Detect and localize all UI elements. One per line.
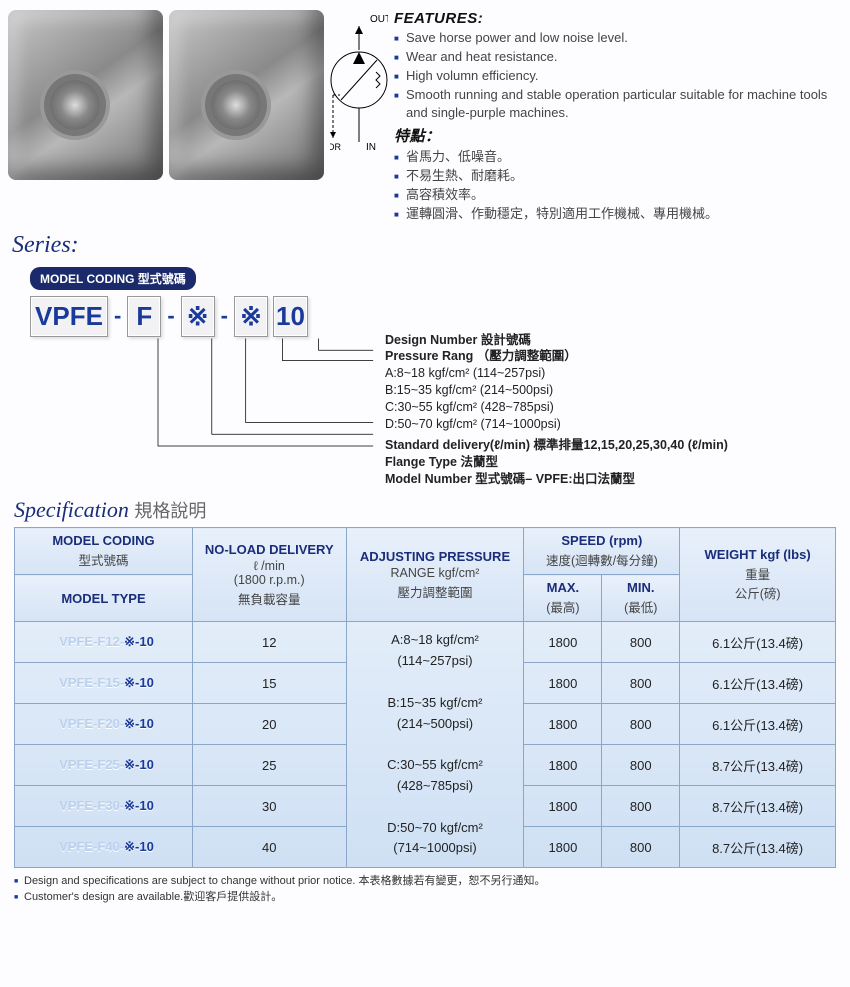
th-model-type: MODEL TYPE bbox=[15, 575, 193, 622]
th-pressure: ADJUSTING PRESSURE RANGE kgf/cm² 壓力調整範圍 bbox=[346, 528, 524, 622]
th-weight: WEIGHT kgf (lbs) 重量 公斤(磅) bbox=[680, 528, 836, 622]
feature-item: High volumn efficiency. bbox=[394, 67, 842, 86]
deliv-cell: 12 bbox=[192, 622, 346, 663]
code-part: ※ bbox=[181, 296, 215, 337]
spec-table: MODEL CODING型式號碼 NO-LOAD DELIVERY ℓ /min… bbox=[14, 527, 836, 868]
min-cell: 800 bbox=[602, 704, 680, 745]
features-title-en: FEATURES: bbox=[394, 10, 842, 27]
svg-text:OUT: OUT bbox=[370, 14, 388, 25]
th-model-coding: MODEL CODING型式號碼 bbox=[15, 528, 193, 575]
features-title-zh: 特點： bbox=[394, 125, 842, 146]
min-cell: 800 bbox=[602, 663, 680, 704]
feature-item: 省馬力、低噪音。 bbox=[394, 148, 842, 167]
spec-thead: MODEL CODING型式號碼 NO-LOAD DELIVERY ℓ /min… bbox=[15, 528, 836, 622]
features-block: FEATURES: Save horse power and low noise… bbox=[388, 10, 842, 224]
feature-item: 高容積效率。 bbox=[394, 186, 842, 205]
model-code-row: VPFE - F - ※ - ※ 10 bbox=[30, 296, 836, 337]
model-coding-badge: MODEL CODING 型式號碼 bbox=[30, 267, 196, 290]
features-list-zh: 省馬力、低噪音。 不易生熱、耐磨耗。 高容積效率。 運轉圓滑、作動穩定，特別適用… bbox=[394, 148, 842, 223]
dash-icon: - bbox=[113, 303, 122, 329]
feature-item: Wear and heat resistance. bbox=[394, 48, 842, 67]
series-heading: Series: bbox=[0, 224, 850, 259]
max-cell: 1800 bbox=[524, 663, 602, 704]
model-cell: VPFE-F30-※-10 bbox=[15, 786, 193, 827]
dash-icon: - bbox=[166, 303, 175, 329]
dash-icon: - bbox=[220, 303, 229, 329]
feature-item: Smooth running and stable operation part… bbox=[394, 86, 842, 124]
max-cell: 1800 bbox=[524, 704, 602, 745]
th-noload: NO-LOAD DELIVERY ℓ /min (1800 r.p.m.) 無負… bbox=[192, 528, 346, 622]
weight-cell: 8.7公斤(13.4磅) bbox=[680, 745, 836, 786]
model-cell: VPFE-F25-※-10 bbox=[15, 745, 193, 786]
model-cell: VPFE-F20-※-10 bbox=[15, 704, 193, 745]
spec-tbody: VPFE-F12-※-1012A:8~18 kgf/cm² (114~257ps… bbox=[15, 622, 836, 868]
min-cell: 800 bbox=[602, 622, 680, 663]
min-cell: 800 bbox=[602, 827, 680, 868]
max-cell: 1800 bbox=[524, 786, 602, 827]
feature-item: 不易生熱、耐磨耗。 bbox=[394, 167, 842, 186]
deliv-cell: 40 bbox=[192, 827, 346, 868]
feature-item: 運轉圓滑、作動穩定，特別適用工作機械、專用機械。 bbox=[394, 205, 842, 224]
feature-item: Save horse power and low noise level. bbox=[394, 29, 842, 48]
deliv-cell: 25 bbox=[192, 745, 346, 786]
svg-text:IN: IN bbox=[366, 142, 376, 153]
weight-cell: 8.7公斤(13.4磅) bbox=[680, 827, 836, 868]
code-part: F bbox=[127, 296, 161, 337]
th-min: MIN.(最低) bbox=[602, 575, 680, 622]
weight-cell: 6.1公斤(13.4磅) bbox=[680, 663, 836, 704]
pressure-range-cell: A:8~18 kgf/cm² (114~257psi) B:15~35 kgf/… bbox=[346, 622, 524, 868]
hydraulic-schematic-icon: OUT IN DR bbox=[330, 10, 388, 168]
top-section: OUT IN DR FEATURES: Save horse power and… bbox=[0, 0, 850, 224]
product-images: OUT IN DR bbox=[8, 10, 388, 224]
th-speed: SPEED (rpm)速度(迴轉數/每分鐘) bbox=[524, 528, 680, 575]
pump-photo-1 bbox=[8, 10, 163, 180]
table-row: VPFE-F12-※-1012A:8~18 kgf/cm² (114~257ps… bbox=[15, 622, 836, 663]
model-cell: VPFE-F15-※-10 bbox=[15, 663, 193, 704]
footnote: Customer's design are available.歡迎客戶提供設計… bbox=[14, 890, 836, 905]
max-cell: 1800 bbox=[524, 827, 602, 868]
deliv-cell: 20 bbox=[192, 704, 346, 745]
min-cell: 800 bbox=[602, 786, 680, 827]
footnotes: Design and specifications are subject to… bbox=[0, 868, 850, 911]
code-part: 10 bbox=[273, 296, 308, 337]
pump-photo-2 bbox=[169, 10, 324, 180]
deliv-cell: 15 bbox=[192, 663, 346, 704]
code-part: ※ bbox=[234, 296, 268, 337]
weight-cell: 6.1公斤(13.4磅) bbox=[680, 704, 836, 745]
features-list-en: Save horse power and low noise level. We… bbox=[394, 29, 842, 123]
model-cell: VPFE-F40-※-10 bbox=[15, 827, 193, 868]
code-part: VPFE bbox=[30, 296, 108, 337]
model-cell: VPFE-F12-※-10 bbox=[15, 622, 193, 663]
deliv-cell: 30 bbox=[192, 786, 346, 827]
max-cell: 1800 bbox=[524, 622, 602, 663]
footnote: Design and specifications are subject to… bbox=[14, 874, 836, 889]
model-coding-section: MODEL CODING 型式號碼 VPFE - F - ※ - ※ 10 De… bbox=[0, 259, 850, 488]
weight-cell: 8.7公斤(13.4磅) bbox=[680, 786, 836, 827]
weight-cell: 6.1公斤(13.4磅) bbox=[680, 622, 836, 663]
max-cell: 1800 bbox=[524, 745, 602, 786]
spec-heading: Specification 規格說明 bbox=[0, 487, 850, 527]
th-max: MAX.(最高) bbox=[524, 575, 602, 622]
svg-text:DR: DR bbox=[330, 142, 341, 152]
min-cell: 800 bbox=[602, 745, 680, 786]
